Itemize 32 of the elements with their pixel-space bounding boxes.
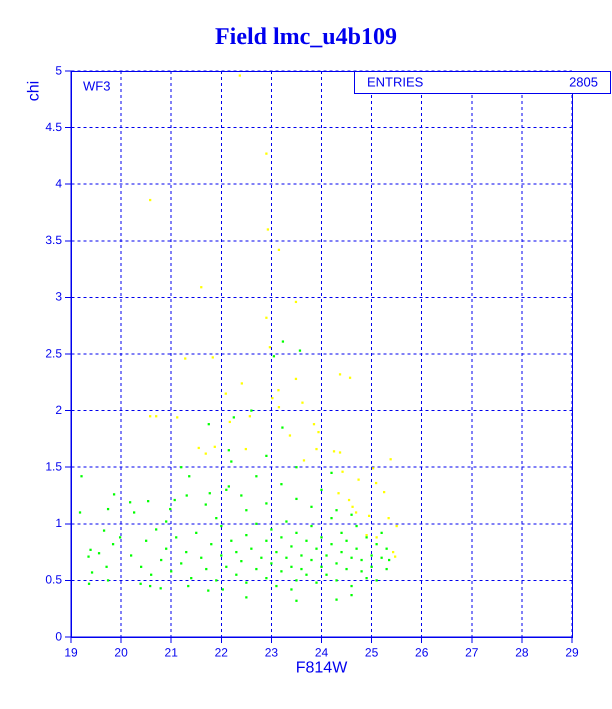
x-tick-label: 25	[364, 646, 379, 660]
y-tick-label: 3.5	[45, 233, 62, 248]
y-tick-label: 1	[55, 516, 62, 530]
x-tick-label: 22	[214, 646, 228, 660]
point	[365, 534, 368, 536]
x-tick-label: 20	[114, 646, 128, 660]
y-tick-label: 3	[55, 290, 62, 304]
x-tick-label: 23	[264, 646, 278, 660]
annotation: 2805	[569, 74, 598, 90]
chart-title: Field lmc_u4b109	[214, 24, 398, 50]
annotation: ENTRIES	[367, 74, 424, 90]
y-tick-label: 5	[55, 63, 62, 78]
point	[368, 514, 370, 518]
x-tick-label: 26	[415, 646, 429, 660]
y-tick-label: 0	[55, 629, 62, 644]
x-axis-title: F814W	[296, 659, 348, 676]
x-tick-label: 24	[314, 646, 328, 660]
y-tick-label: 1.5	[45, 460, 62, 474]
x-tick-label: 19	[64, 646, 78, 660]
x-tick-label: 28	[515, 646, 529, 660]
y-tick-label: 2.5	[45, 346, 62, 360]
x-tick-label: 27	[465, 646, 479, 660]
point	[382, 490, 386, 494]
y-tick-label: 4	[55, 176, 62, 191]
point	[338, 373, 342, 376]
y-tick-label: 4.5	[45, 120, 62, 134]
y-tick-label: 0.5	[45, 572, 62, 587]
x-tick-label: 21	[164, 646, 178, 660]
y-tick-label: 2	[55, 402, 62, 417]
annotation: WF3	[83, 78, 110, 94]
x-tick-label: 29	[565, 646, 579, 660]
y-axis-title: chi	[25, 80, 42, 102]
